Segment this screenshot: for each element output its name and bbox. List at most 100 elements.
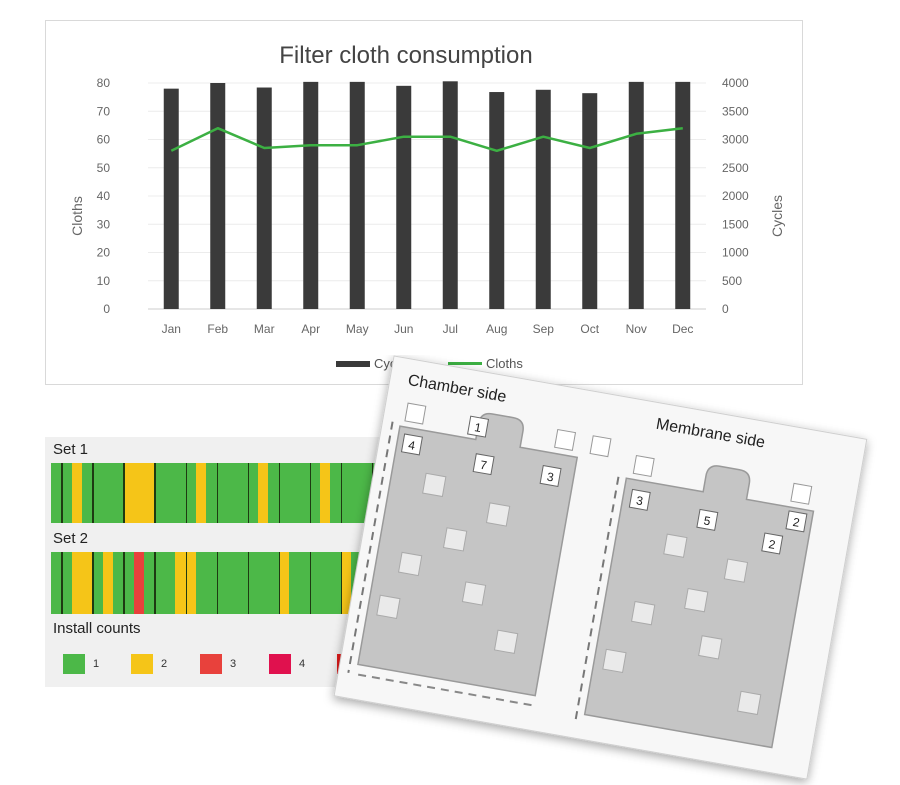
band-stripe [361, 463, 373, 523]
band-divider [185, 552, 187, 614]
x-tick-label: Aug [486, 322, 507, 336]
band-stripe [299, 463, 311, 523]
y2-tick-label: 3500 [722, 104, 749, 118]
chamber-hole [493, 629, 519, 654]
membrane-hole [737, 690, 762, 716]
chamber-tab-far [589, 435, 612, 458]
band-stripe [71, 463, 83, 523]
membrane-badge-3 [785, 510, 808, 533]
legend-swatch-4 [269, 654, 291, 674]
membrane-tab-left [632, 455, 655, 478]
set1-label: Set 1 [53, 441, 89, 458]
x-tick-label: Oct [580, 322, 599, 336]
band-stripe [133, 552, 145, 614]
legend-count-1: 1 [63, 654, 99, 674]
cycles-bar [163, 88, 179, 310]
cycles-bars [163, 81, 691, 310]
gridlines [148, 82, 706, 310]
chamber-badge-4 [539, 464, 562, 487]
chamber-plate: 1 4 7 3 [347, 402, 612, 707]
band-stripe [247, 463, 259, 523]
y-tick-label: 60 [97, 133, 111, 147]
x-tick-label: Feb [207, 322, 228, 336]
legend-swatch-2 [131, 654, 153, 674]
chart-card: Filter cloth consumption 0 10 20 30 40 50 60 70… [45, 20, 803, 385]
band-divider [309, 463, 312, 523]
band-stripe [175, 463, 187, 523]
membrane-hole [663, 533, 688, 558]
band-stripe [257, 463, 269, 523]
membrane-number-2: 5 [703, 513, 712, 528]
band-stripe [206, 552, 218, 614]
band-stripe [113, 463, 125, 523]
band-stripe [309, 463, 321, 523]
band-stripe [164, 552, 176, 614]
cycles-bar [535, 89, 551, 309]
legend-label-cloths: Cloths [486, 356, 523, 371]
y2-tick-label: 1000 [722, 246, 749, 260]
chamber-number-3: 7 [479, 458, 488, 473]
chamber-hole [442, 527, 468, 552]
x-tick-label: Dec [672, 322, 693, 336]
chart-title: Filter cloth consumption [279, 42, 532, 69]
cycles-bar [489, 92, 505, 309]
membrane-hole [630, 600, 656, 626]
band-stripe [247, 552, 259, 614]
chamber-dashed-edge [347, 421, 394, 674]
band-stripe [144, 552, 156, 614]
band-stripe [195, 552, 207, 614]
chamber-hole [398, 551, 423, 577]
y2-axis-label: Cycles [769, 195, 785, 237]
legend-swatch-cycles [336, 361, 370, 367]
cloths-line [170, 126, 683, 153]
band-stripe [51, 463, 62, 523]
band-divider [216, 463, 219, 523]
cycles-bar [675, 81, 691, 309]
cycles-bar [628, 81, 644, 309]
legend-count-2-label: 2 [161, 658, 168, 670]
cycles-bar [349, 81, 365, 309]
band-stripe [320, 552, 331, 614]
band-stripe [175, 552, 187, 614]
band-stripe [51, 552, 62, 614]
cycles-bar [582, 93, 598, 309]
band-stripe [340, 552, 352, 614]
legend-swatch-1 [63, 654, 85, 674]
y-tick-label: 80 [97, 76, 111, 90]
band-divider [340, 552, 343, 614]
band-stripe [144, 463, 156, 523]
y2-axis-ticks: 0 500 1000 1500 2000 2500 3000 3500 4000 [722, 76, 749, 316]
band-stripe [82, 552, 93, 614]
x-tick-label: Jun [394, 322, 413, 336]
band-stripe [237, 552, 249, 614]
band-stripe [154, 463, 166, 523]
band-stripe [216, 552, 228, 614]
chamber-dashed-bottom [357, 673, 536, 707]
x-tick-label: Jan [162, 322, 181, 336]
band-stripe [340, 463, 352, 523]
band-divider [154, 552, 156, 614]
band-stripe [351, 463, 362, 523]
band-divider [61, 552, 63, 614]
band-divider [92, 463, 94, 523]
membrane-number-1: 3 [635, 493, 644, 508]
band-stripe [102, 463, 114, 523]
chamber-tab-right [554, 428, 577, 451]
cloths-line-path [170, 126, 683, 153]
band-stripe [92, 552, 104, 614]
band-stripe [71, 552, 83, 614]
band-stripe [288, 552, 300, 614]
y2-tick-label: 2500 [722, 161, 749, 175]
x-tick-label: May [346, 322, 369, 336]
chamber-hole [376, 594, 401, 619]
band-stripe [123, 463, 135, 523]
band-divider [216, 552, 219, 614]
band-stripe [226, 552, 238, 614]
chamber-tab-left [404, 402, 427, 425]
y-tick-label: 20 [97, 246, 111, 260]
band-stripe [268, 552, 280, 614]
band-divider [278, 552, 281, 614]
band-stripe [309, 552, 321, 614]
band-divider [154, 463, 156, 523]
band-stripe [82, 463, 93, 523]
